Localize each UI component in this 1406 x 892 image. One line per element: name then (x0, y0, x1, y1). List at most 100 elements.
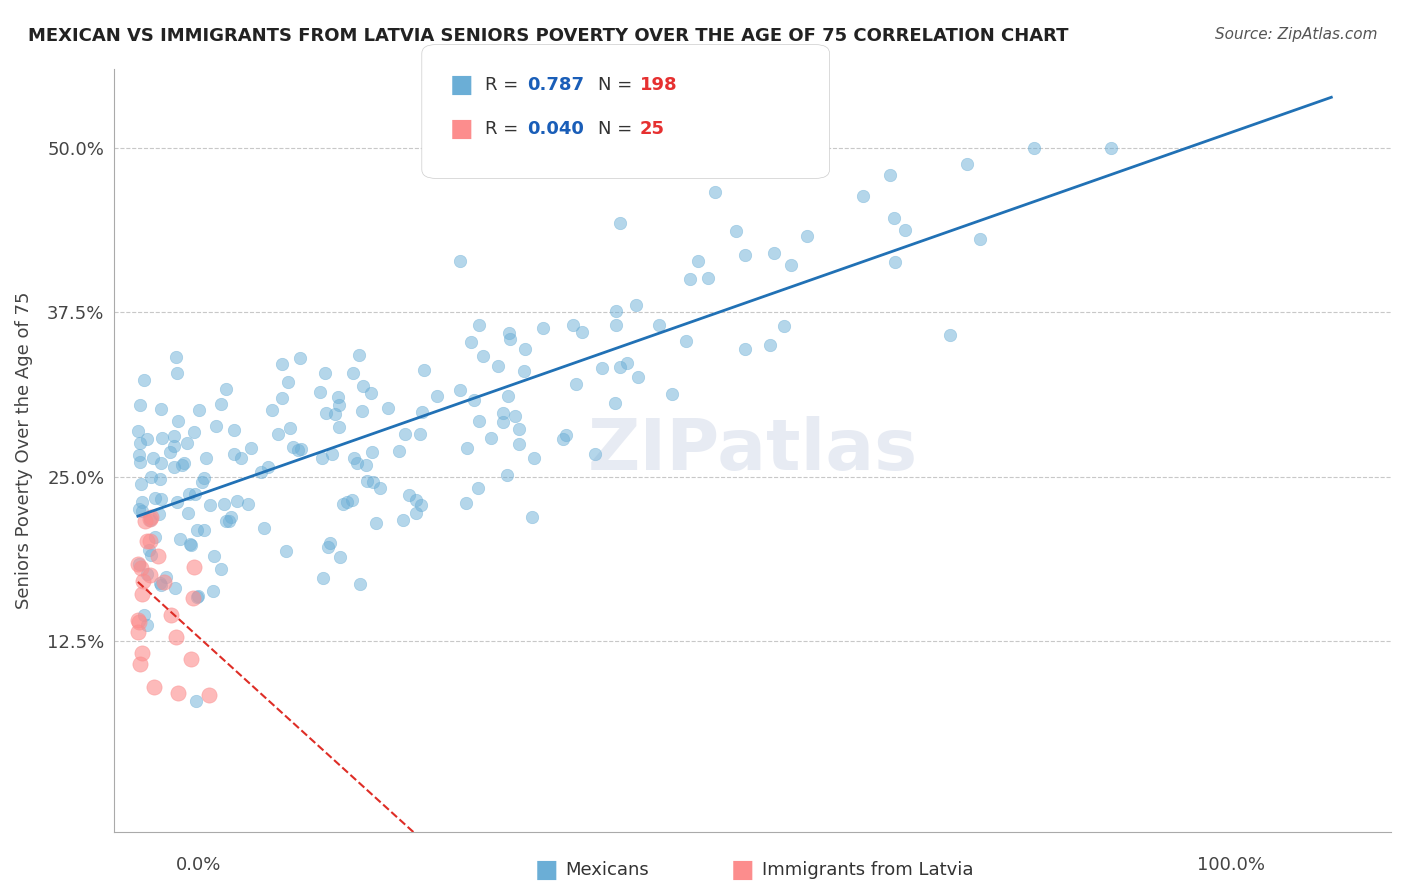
Point (405, 507, 427, 521)
Point (231, 450, 253, 465)
Point (127, 557, 149, 571)
Point (253, 521, 276, 535)
Point (290, 442, 312, 456)
Point (647, 318, 669, 332)
Point (131, 504, 153, 518)
Point (603, 396, 626, 410)
Point (167, 686, 190, 700)
Point (349, 577, 371, 591)
Point (565, 377, 588, 392)
Point (703, 186, 725, 200)
Text: Source: ZipAtlas.com: Source: ZipAtlas.com (1215, 27, 1378, 42)
Point (280, 421, 302, 435)
Point (562, 318, 585, 333)
Point (129, 657, 152, 671)
Point (426, 389, 449, 403)
Point (135, 432, 157, 446)
Point (150, 492, 173, 507)
Point (135, 567, 157, 582)
Point (160, 608, 183, 623)
Point (183, 425, 205, 439)
Text: ZIPatlas: ZIPatlas (588, 416, 918, 485)
Point (364, 516, 387, 530)
Point (128, 557, 150, 571)
Point (346, 456, 368, 470)
Point (198, 688, 221, 702)
Text: 0.0%: 0.0% (176, 856, 221, 874)
Point (128, 448, 150, 462)
Point (143, 491, 166, 505)
Point (129, 477, 152, 491)
Point (350, 403, 373, 417)
Point (127, 625, 149, 640)
Text: Immigrants from Latvia: Immigrants from Latvia (762, 861, 973, 879)
Point (165, 350, 187, 364)
Point (202, 549, 225, 563)
Point (329, 550, 352, 565)
Point (1022, 140, 1045, 154)
Point (134, 514, 156, 528)
Point (186, 524, 208, 538)
Point (368, 481, 391, 495)
Point (250, 465, 273, 479)
Point (938, 327, 960, 342)
Point (165, 581, 187, 595)
Point (129, 398, 152, 412)
Point (883, 211, 905, 226)
Point (219, 509, 242, 524)
Point (605, 303, 627, 318)
Point (212, 497, 235, 511)
Point (163, 460, 186, 475)
Point (283, 440, 305, 454)
Point (675, 334, 697, 348)
Point (136, 533, 159, 548)
Point (180, 651, 202, 665)
Point (318, 540, 340, 554)
Point (328, 420, 350, 434)
Point (141, 470, 163, 484)
Text: 198: 198 (640, 76, 678, 94)
Point (342, 450, 364, 465)
Point (627, 369, 650, 384)
Text: Mexicans: Mexicans (565, 861, 650, 879)
Point (165, 630, 187, 644)
Point (391, 513, 413, 527)
Point (155, 569, 177, 583)
Point (139, 511, 162, 525)
Point (616, 356, 638, 370)
Point (763, 246, 786, 260)
Text: 25: 25 (640, 120, 665, 138)
Point (170, 458, 193, 472)
Point (205, 419, 228, 434)
Point (398, 488, 420, 502)
Point (146, 549, 169, 563)
Point (135, 618, 157, 632)
Point (463, 392, 485, 407)
Point (267, 427, 290, 442)
Point (134, 607, 156, 622)
Point (173, 456, 195, 470)
Point (138, 543, 160, 558)
Point (129, 561, 152, 575)
Point (884, 254, 907, 268)
Point (796, 228, 818, 243)
Point (352, 378, 374, 392)
Point (394, 427, 416, 442)
Text: R =: R = (485, 76, 524, 94)
Point (387, 443, 409, 458)
Point (724, 224, 747, 238)
Point (134, 373, 156, 387)
Point (314, 366, 336, 380)
Point (195, 450, 218, 465)
Point (852, 189, 875, 203)
Point (486, 359, 509, 373)
Point (661, 386, 683, 401)
Point (218, 514, 240, 528)
Point (498, 326, 520, 341)
Point (131, 646, 153, 660)
Point (332, 497, 354, 511)
Point (202, 583, 225, 598)
Point (193, 471, 215, 485)
Point (270, 358, 292, 372)
Point (377, 401, 399, 415)
